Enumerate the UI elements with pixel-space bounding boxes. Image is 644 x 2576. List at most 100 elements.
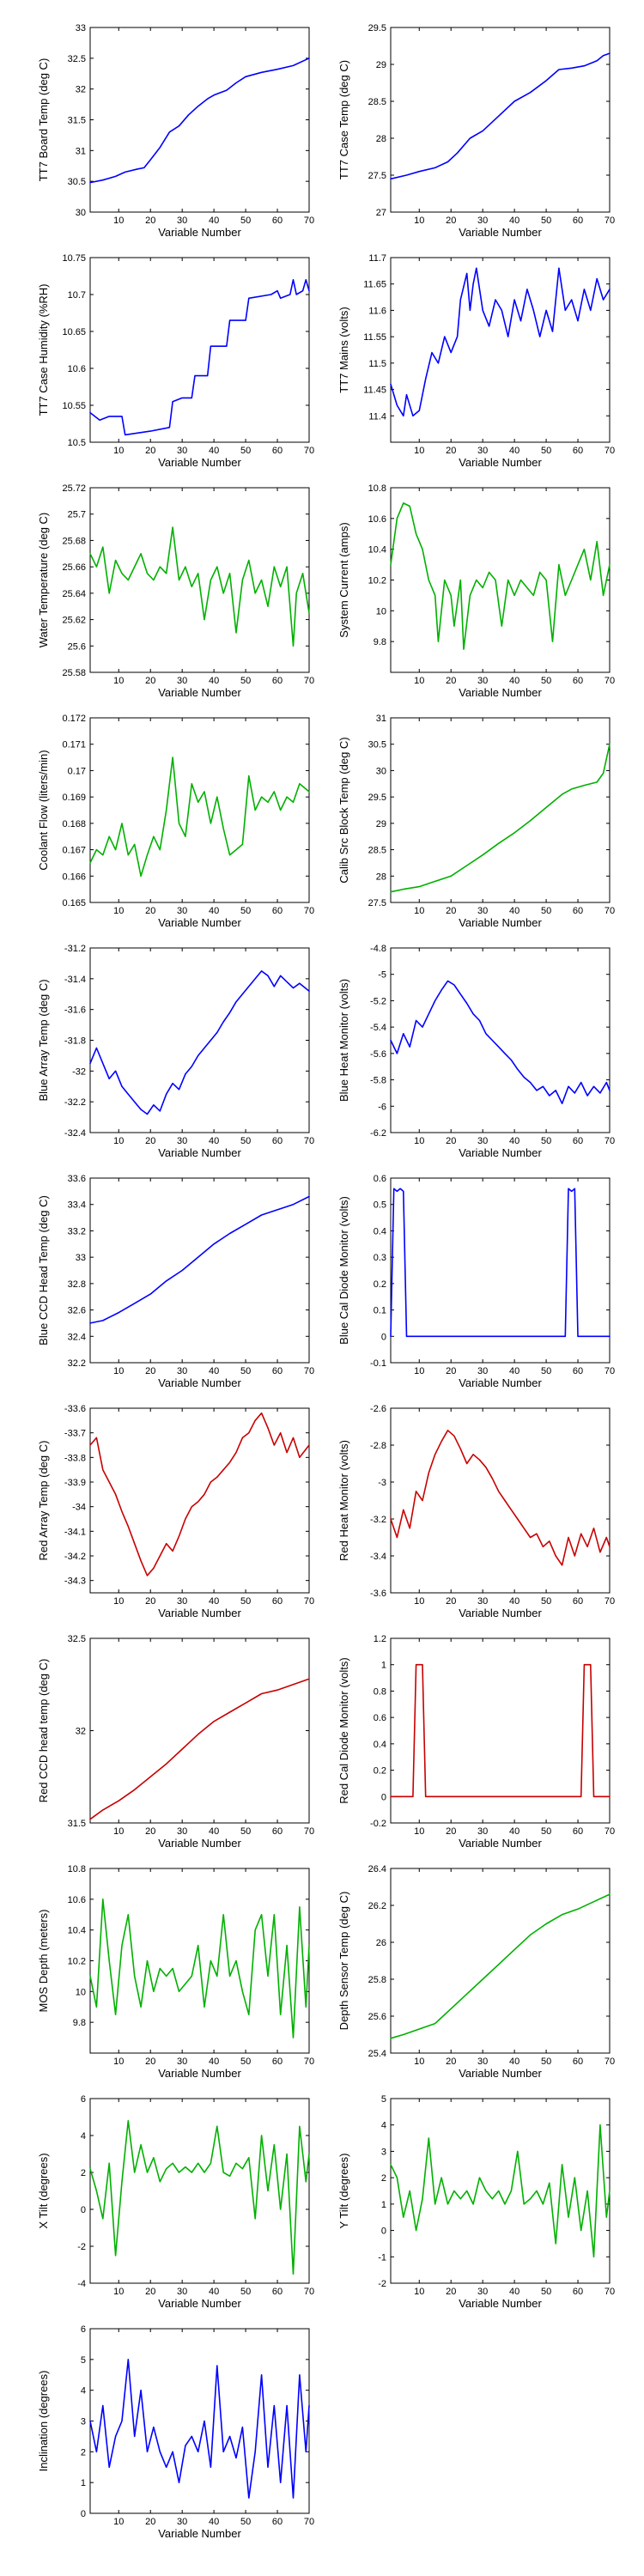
- y-axis-label: Coolant Flow (liters/min): [37, 750, 50, 870]
- plot-area: [390, 27, 611, 213]
- x-tick-label: 40: [209, 2057, 219, 2067]
- y-tick-label: 28: [376, 134, 386, 144]
- y-axis-label: X Tilt (degrees): [37, 2153, 50, 2228]
- y-tick-label: 11.6: [368, 306, 386, 316]
- x-tick-label: 40: [209, 216, 219, 226]
- y-tick-label: 25.68: [62, 536, 86, 546]
- x-tick-label: 10: [414, 1826, 424, 1837]
- y-axis-label: Red Heat Monitor (volts): [337, 1440, 350, 1561]
- y-tick-label: 0.4: [374, 1226, 386, 1236]
- x-tick-label: 30: [177, 676, 187, 686]
- y-tick-label: 10.55: [62, 401, 86, 411]
- x-tick-label: 10: [113, 676, 124, 686]
- y-tick-label: 28.5: [368, 97, 386, 107]
- x-tick-label: 50: [240, 1826, 251, 1837]
- x-axis-label: Variable Number: [158, 2527, 241, 2540]
- y-tick-label: 10.4: [68, 1926, 86, 1936]
- x-tick-label: 70: [304, 2057, 314, 2067]
- y-tick-label: 33: [76, 1253, 86, 1263]
- y-tick-label: -3: [378, 1478, 386, 1488]
- x-tick-label: 20: [446, 1596, 456, 1607]
- y-tick-label: 30: [76, 208, 86, 218]
- x-axis-label: Variable Number: [158, 1607, 241, 1619]
- x-tick-label: 60: [272, 1136, 283, 1146]
- x-tick-label: 30: [177, 216, 187, 226]
- series-line: [390, 1893, 611, 2039]
- y-tick-label: 25.58: [62, 668, 86, 678]
- y-tick-label: -3.2: [370, 1515, 386, 1525]
- x-tick-label: 40: [509, 446, 519, 456]
- x-tick-label: 70: [304, 216, 314, 226]
- x-tick-label: 30: [177, 1826, 187, 1837]
- x-tick-label: 30: [477, 1596, 488, 1607]
- y-tick-label: 0.5: [374, 1200, 386, 1211]
- y-tick-label: 26.2: [368, 1901, 386, 1911]
- y-tick-label: 10.8: [368, 483, 386, 494]
- y-axis-label: Blue Array Temp (deg C): [37, 979, 50, 1101]
- x-tick-label: 20: [145, 2057, 155, 2067]
- x-tick-label: 50: [240, 1596, 251, 1607]
- x-tick-label: 20: [446, 2057, 456, 2067]
- x-tick-label: 40: [509, 1366, 519, 1376]
- x-tick-label: 30: [177, 2517, 187, 2527]
- x-tick-label: 50: [240, 906, 251, 916]
- x-tick-label: 60: [573, 906, 583, 916]
- x-tick-label: 20: [446, 676, 456, 686]
- series-line: [89, 970, 310, 1115]
- x-tick-label: 10: [414, 446, 424, 456]
- y-axis-label: Red Array Temp (deg C): [37, 1441, 50, 1561]
- y-tick-label: 9.8: [374, 637, 386, 647]
- y-tick-label: 30.5: [68, 177, 86, 187]
- series-line: [89, 278, 310, 436]
- plot-area: [89, 487, 310, 673]
- x-tick-label: 70: [304, 1596, 314, 1607]
- y-tick-label: -6.2: [370, 1128, 386, 1139]
- x-tick-label: 10: [414, 2287, 424, 2297]
- x-tick-label: 50: [541, 1366, 551, 1376]
- y-tick-label: -33.7: [64, 1429, 86, 1439]
- x-tick-label: 60: [573, 2287, 583, 2297]
- x-tick-label: 20: [446, 906, 456, 916]
- x-tick-label: 70: [605, 2287, 615, 2297]
- x-tick-label: 60: [272, 1366, 283, 1376]
- y-tick-label: 30: [376, 766, 386, 776]
- x-tick-label: 50: [541, 2287, 551, 2297]
- y-tick-label: -32: [72, 1066, 86, 1077]
- y-tick-label: 0.167: [62, 846, 86, 856]
- y-tick-label: 2: [381, 2173, 386, 2184]
- x-tick-label: 20: [145, 1136, 155, 1146]
- y-tick-label: -4: [77, 2279, 86, 2289]
- y-tick-label: -33.8: [64, 1453, 86, 1463]
- x-tick-label: 50: [240, 1136, 251, 1146]
- y-tick-label: -3.4: [370, 1552, 386, 1562]
- x-tick-label: 50: [240, 2057, 251, 2067]
- y-tick-label: -2.8: [370, 1441, 386, 1451]
- x-tick-label: 40: [209, 1826, 219, 1837]
- series-line: [390, 1188, 611, 1338]
- x-tick-label: 10: [113, 906, 124, 916]
- x-tick-label: 20: [446, 2287, 456, 2297]
- x-axis-label: Variable Number: [459, 456, 542, 469]
- y-tick-label: 0.8: [374, 1686, 386, 1697]
- x-axis-label: Variable Number: [459, 1376, 542, 1389]
- y-tick-label: 31: [76, 146, 86, 156]
- x-tick-label: 40: [209, 446, 219, 456]
- x-tick-label: 60: [573, 2057, 583, 2067]
- plot-area: [390, 487, 611, 673]
- x-tick-label: 60: [573, 676, 583, 686]
- y-tick-label: 10.8: [68, 1864, 86, 1874]
- x-tick-label: 70: [605, 1826, 615, 1837]
- y-tick-label: 0.6: [374, 1713, 386, 1723]
- y-tick-label: 10.6: [68, 1895, 86, 1905]
- y-tick-label: 28: [376, 872, 386, 882]
- x-tick-label: 30: [177, 1136, 187, 1146]
- x-tick-label: 30: [477, 216, 488, 226]
- series-line: [89, 2359, 310, 2499]
- x-tick-label: 10: [113, 2287, 124, 2297]
- y-tick-label: 0.166: [62, 872, 86, 882]
- plot-area: [390, 717, 611, 903]
- x-tick-label: 20: [145, 1826, 155, 1837]
- x-tick-label: 50: [541, 446, 551, 456]
- x-tick-label: 70: [304, 1136, 314, 1146]
- y-tick-label: 1.2: [374, 1634, 386, 1644]
